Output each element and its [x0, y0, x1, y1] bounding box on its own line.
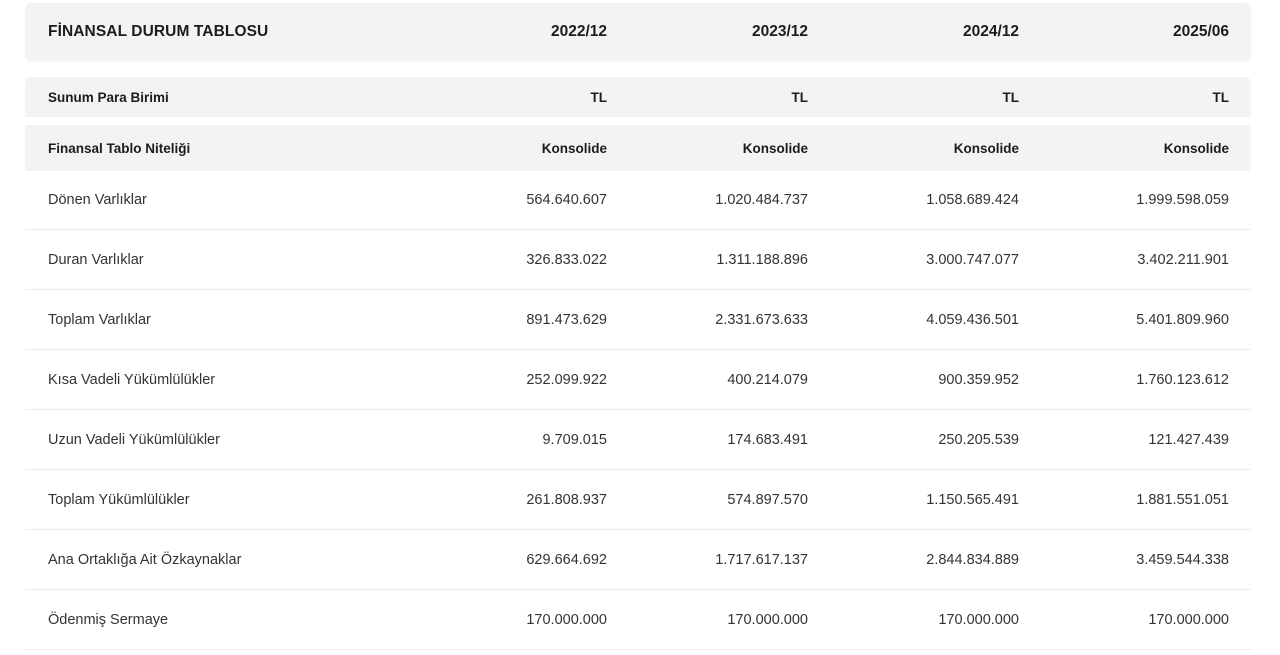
table-row: Toplam Varlıklar 891.473.629 2.331.673.6… [25, 290, 1251, 350]
table-row: Ana Ortaklığa Ait Özkaynaklar 629.664.69… [25, 530, 1251, 590]
row-label: Dönen Varlıklar [48, 192, 147, 208]
table-title: FİNANSAL DURUM TABLOSU [48, 23, 269, 40]
period-header: 2024/12 [962, 23, 1019, 40]
row-value: 3.000.747.077 [926, 251, 1019, 268]
row-value: 261.808.937 [526, 491, 607, 508]
row-value: 1.881.551.051 [1136, 491, 1229, 508]
row-value: Konsolide [742, 140, 808, 156]
row-label: Toplam Varlıklar [48, 311, 151, 328]
row-value: 2.331.673.633 [715, 311, 808, 328]
row-value: 4.059.436.501 [926, 311, 1019, 328]
row-label: Ödenmiş Sermaye [48, 611, 169, 628]
row-value: TL [791, 89, 809, 105]
row-value: 9.709.015 [542, 431, 607, 448]
row-value: 170.000.000 [526, 611, 607, 628]
row-value: 400.214.079 [727, 371, 808, 388]
period-header: 2025/06 [1172, 23, 1229, 40]
row-value: Konsolide [953, 140, 1019, 156]
row-value: 900.359.952 [938, 371, 1019, 388]
row-value: 252.099.922 [526, 371, 607, 388]
currency-row: Sunum Para Birimi TL TL TL TL [25, 77, 1251, 117]
row-value: 1.760.123.612 [1136, 371, 1229, 388]
row-label: Finansal Tablo Niteliği [48, 140, 191, 156]
row-value: 3.459.544.338 [1136, 551, 1229, 568]
table-row: Kısa Vadeli Yükümlülükler 252.099.922 40… [25, 350, 1251, 410]
row-value: 1.150.565.491 [926, 491, 1019, 508]
row-value: 250.205.539 [938, 431, 1019, 448]
row-label: Sunum Para Birimi [48, 89, 169, 105]
row-value: TL [590, 89, 608, 105]
row-value: 121.427.439 [1148, 431, 1229, 448]
row-value: 326.833.022 [526, 251, 607, 268]
row-label: Kısa Vadeli Yükümlülükler [48, 371, 216, 388]
row-label: Duran Varlıklar [48, 251, 144, 268]
table-row: Duran Varlıklar 326.833.022 1.311.188.89… [25, 230, 1251, 290]
statement-type-row: Finansal Tablo Niteliği Konsolide Konsol… [25, 125, 1251, 171]
financial-statement-table: FİNANSAL DURUM TABLOSU 2022/12 2023/12 2… [25, 0, 1251, 650]
period-header: 2023/12 [751, 23, 808, 40]
row-value: 1.311.188.896 [716, 251, 808, 268]
table-row: Ödenmiş Sermaye 170.000.000 170.000.000 … [25, 590, 1251, 650]
row-value: 1.020.484.737 [715, 192, 808, 208]
row-value: 170.000.000 [1148, 611, 1229, 628]
row-label: Toplam Yükümlülükler [48, 491, 190, 508]
row-value: 2.844.834.889 [926, 551, 1019, 568]
row-value: 5.401.809.960 [1136, 311, 1229, 328]
table-row: Toplam Yükümlülükler 261.808.937 574.897… [25, 470, 1251, 530]
row-value: 1.717.617.137 [715, 551, 808, 568]
row-value: TL [1212, 89, 1230, 105]
row-value: TL [1002, 89, 1020, 105]
table-row: Uzun Vadeli Yükümlülükler 9.709.015 174.… [25, 410, 1251, 470]
row-value: Konsolide [1163, 140, 1229, 156]
table-row: Dönen Varlıklar 564.640.607 1.020.484.73… [25, 171, 1251, 230]
table-header: FİNANSAL DURUM TABLOSU 2022/12 2023/12 2… [25, 3, 1251, 61]
row-value: 574.897.570 [727, 491, 808, 508]
row-value: Konsolide [541, 140, 607, 156]
row-value: 891.473.629 [526, 311, 607, 328]
row-value: 629.664.692 [526, 551, 607, 568]
row-value: 3.402.211.901 [1137, 251, 1229, 268]
row-value: 1.999.598.059 [1136, 192, 1229, 208]
period-header: 2022/12 [550, 23, 607, 40]
row-value: 1.058.689.424 [926, 192, 1019, 208]
row-label: Uzun Vadeli Yükümlülükler [48, 431, 220, 448]
row-label: Ana Ortaklığa Ait Özkaynaklar [48, 551, 242, 568]
row-value: 564.640.607 [526, 192, 607, 208]
row-value: 170.000.000 [727, 611, 808, 628]
row-value: 170.000.000 [938, 611, 1019, 628]
row-value: 174.683.491 [727, 431, 808, 448]
